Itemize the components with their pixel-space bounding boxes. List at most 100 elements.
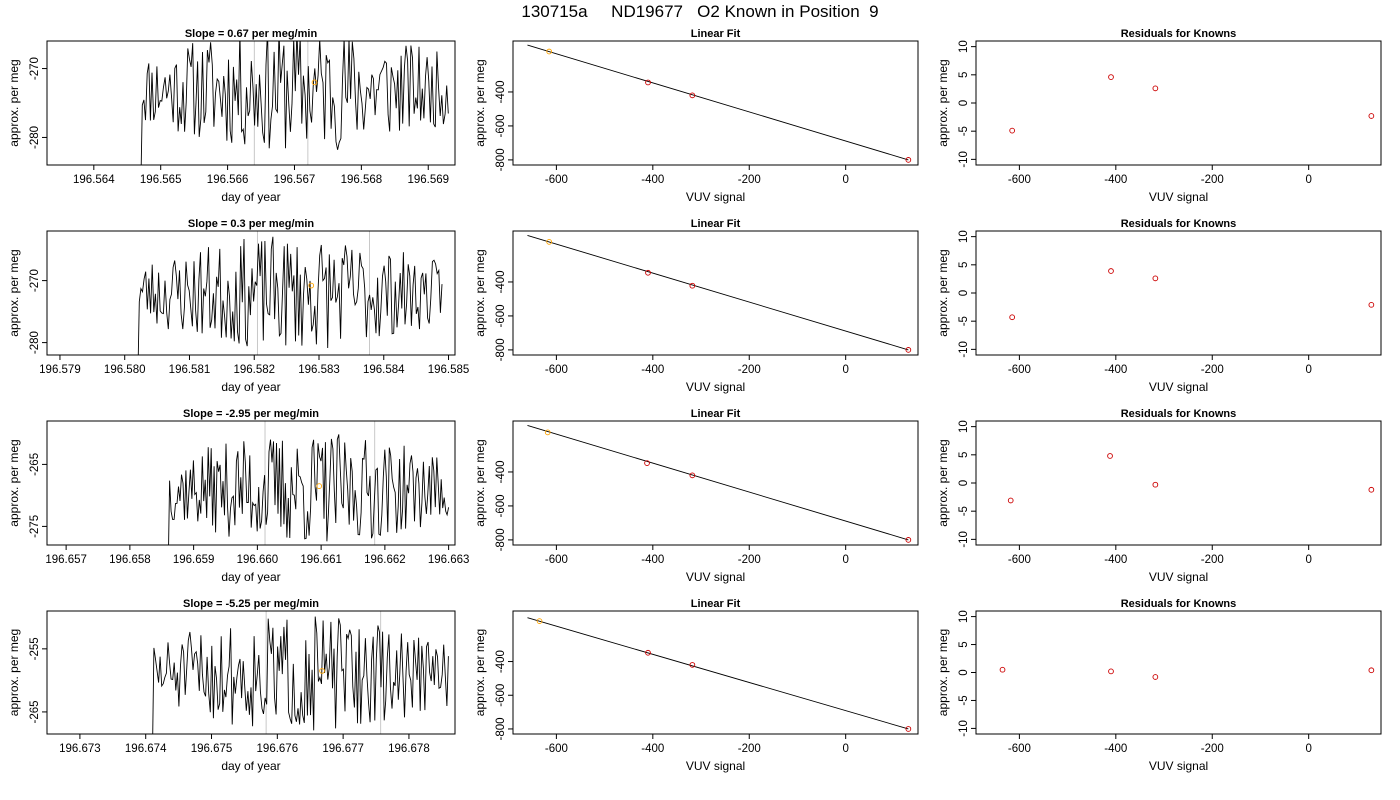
y-tick-label: -280: [29, 126, 41, 149]
y-tick-label: 0: [958, 100, 970, 106]
panel-title: Slope = -5.25 per meg/min: [183, 598, 319, 610]
panel-7: Slope = -2.95 per meg/min 196.657 196.658 1…: [7, 408, 469, 584]
x-tick-label: 196.659: [173, 554, 215, 566]
y-tick-label: -10: [958, 531, 970, 548]
y-axis-label: approx. per meg: [7, 439, 21, 526]
x-tick-label: -400: [1104, 743, 1127, 755]
x-tick-label: 196.661: [300, 554, 342, 566]
y-tick-label: -280: [29, 331, 41, 354]
data-point: [1009, 127, 1016, 134]
panel-11: Linear Fit -600 -400 -200 0 -400 -600 -800 VUV s…: [473, 598, 919, 773]
plot-frame: [46, 40, 456, 166]
x-tick-label: 196.658: [109, 554, 151, 566]
plot-frame: [512, 420, 919, 546]
x-tick-label: 0: [1305, 743, 1311, 755]
y-axis-label: approx. per meg: [473, 629, 487, 716]
y-tick-label: -265: [29, 700, 41, 723]
data-point: [1368, 486, 1375, 493]
panel-2: Linear Fit -600 -400 -200 0 -400 -600 -800 VUV s…: [473, 28, 919, 204]
x-tick-label: -600: [1008, 174, 1031, 186]
data-point: [1108, 668, 1114, 675]
data-point: [644, 460, 650, 466]
data-point: [999, 666, 1006, 673]
x-tick-label: 196.585: [428, 364, 470, 376]
panel-title: Linear Fit: [691, 28, 741, 40]
x-tick-label: 0: [842, 743, 848, 755]
x-tick-label: -400: [1104, 554, 1127, 566]
plot-frame: [975, 230, 1382, 356]
data-point: [1107, 453, 1113, 459]
panel-9: Residuals for Knowns -600 -400 -200 0 10 5 0 -5 -…: [936, 408, 1382, 584]
x-tick-label: -200: [738, 364, 761, 376]
plot-area: [137, 231, 443, 355]
x-tick-label: -200: [1201, 554, 1224, 566]
y-axis-label: approx. per meg: [936, 629, 950, 716]
y-tick-label: -265: [29, 453, 41, 476]
x-tick-label: 0: [842, 364, 848, 376]
x-axis-label: VUV signal: [686, 759, 745, 773]
x-tick-label: -400: [1104, 174, 1127, 186]
y-tick-label: 5: [958, 262, 970, 268]
data-point: [1152, 85, 1159, 92]
y-tick-label: -400: [495, 650, 507, 673]
y-tick-label: -800: [495, 148, 507, 171]
panel-1: Slope = 0.67 per meg/min 196.564 196.565 19…: [7, 28, 456, 204]
data-point: [905, 537, 912, 543]
plot-frame: [512, 610, 919, 735]
x-tick-label: -600: [545, 743, 568, 755]
y-axis-label: approx. per meg: [7, 59, 21, 146]
plot-area: [527, 234, 912, 353]
x-axis-label: VUV signal: [686, 190, 745, 204]
x-tick-label: 196.673: [59, 743, 101, 755]
fit-line: [527, 424, 909, 541]
panel-8: Linear Fit -600 -400 -200 0 -400 -600 -800 VUV s…: [473, 408, 919, 584]
y-axis-label: approx. per meg: [936, 59, 950, 146]
x-axis-label: VUV signal: [1149, 380, 1208, 394]
y-tick-label: -800: [495, 338, 507, 361]
panel-title: Residuals for Knowns: [1121, 598, 1237, 610]
x-tick-label: 196.568: [341, 174, 383, 186]
data-point: [546, 239, 553, 245]
mean-marker: [319, 668, 325, 674]
data-point: [1152, 674, 1159, 680]
x-tick-label: 196.663: [428, 554, 470, 566]
y-axis-label: approx. per meg: [936, 249, 950, 336]
data-point: [1152, 275, 1159, 282]
plot-area: [999, 666, 1375, 680]
data-point: [689, 662, 696, 668]
x-tick-label: -200: [738, 554, 761, 566]
x-tick-label: -600: [545, 174, 568, 186]
x-tick-label: -400: [1104, 364, 1127, 376]
y-axis-label: approx. per meg: [7, 629, 21, 716]
plot-frame: [975, 40, 1382, 166]
x-tick-label: -400: [641, 364, 664, 376]
x-tick-label: -200: [738, 743, 761, 755]
panel-title: Residuals for Knowns: [1121, 408, 1237, 420]
plot-frame: [512, 230, 919, 356]
x-axis-label: VUV signal: [1149, 759, 1208, 773]
panel-title: Linear Fit: [691, 218, 741, 230]
panel-title: Slope = 0.67 per meg/min: [185, 28, 318, 40]
data-point: [645, 269, 651, 276]
figure-title: 130715a ND19677 O2 Known in Position 9: [521, 2, 879, 21]
x-tick-label: 196.657: [45, 554, 87, 566]
panel-title: Slope = -2.95 per meg/min: [183, 408, 319, 420]
y-tick-label: -600: [495, 114, 507, 137]
x-tick-label: -200: [1201, 743, 1224, 755]
x-tick-label: 0: [842, 554, 848, 566]
y-tick-label: -10: [958, 341, 970, 358]
y-tick-label: 0: [958, 480, 970, 486]
x-tick-label: 196.565: [140, 174, 182, 186]
data-trace: [140, 41, 449, 165]
x-tick-label: 0: [1305, 174, 1311, 186]
data-point: [1152, 481, 1159, 488]
data-point: [536, 618, 543, 624]
plot-frame: [975, 420, 1382, 546]
y-tick-label: 10: [958, 610, 970, 623]
plot-frame: [46, 420, 456, 546]
data-trace: [168, 434, 450, 545]
plot-frame: [512, 40, 919, 166]
x-tick-label: 196.678: [388, 743, 430, 755]
plot-area: [527, 44, 912, 163]
